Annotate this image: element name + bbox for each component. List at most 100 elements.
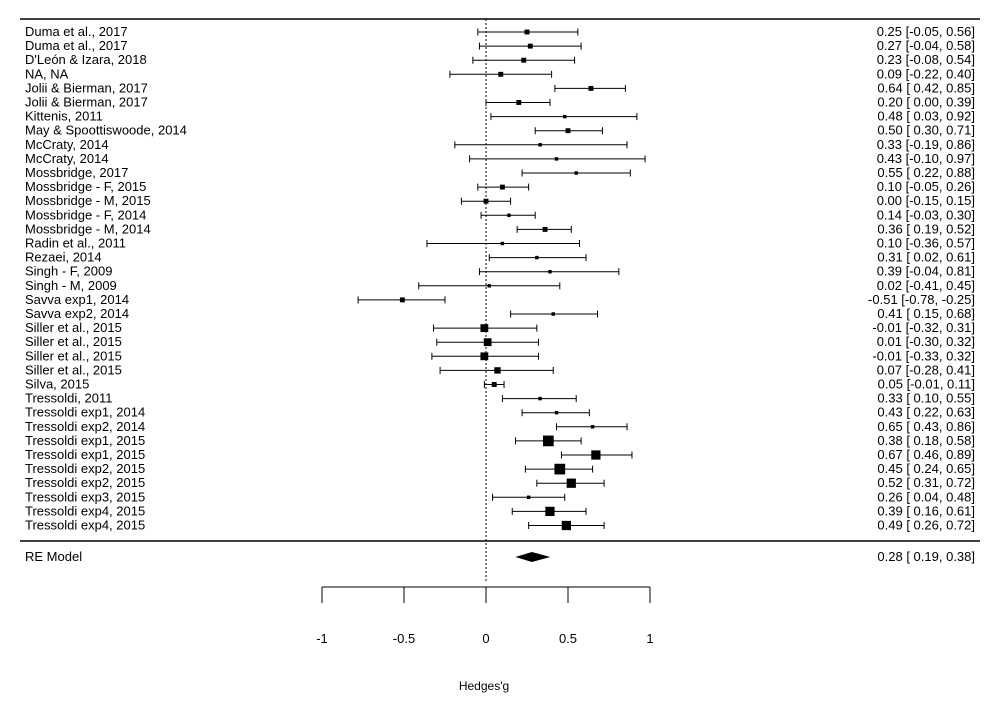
study-label: NA, NA — [25, 66, 69, 81]
effect-size-label: 0.67 [ 0.46, 0.89] — [877, 447, 975, 462]
study-label: Mossbridge - F, 2015 — [25, 179, 146, 194]
effect-size-label: 0.20 [ 0.00, 0.39] — [877, 95, 975, 110]
summary-diamond — [517, 553, 548, 562]
study-row: Mossbridge - M, 2015 0.00 [-0.15, 0.15] — [25, 193, 975, 208]
effect-size-label: 0.38 [ 0.18, 0.58] — [877, 433, 975, 448]
study-row: Tressoldi, 2011 0.33 [ 0.10, 0.55] — [25, 391, 975, 406]
study-label: Mossbridge, 2017 — [25, 165, 128, 180]
study-label: Tressoldi, 2011 — [25, 391, 112, 406]
point-estimate-square — [480, 324, 488, 332]
point-estimate-square — [500, 185, 505, 190]
point-estimate-square — [591, 425, 594, 428]
effect-size-label: 0.43 [ 0.22, 0.63] — [877, 405, 975, 420]
point-estimate-square — [545, 507, 554, 516]
study-label: Savva exp2, 2014 — [25, 306, 129, 321]
study-row: Jolii & Bierman, 2017 0.20 [ 0.00, 0.39] — [25, 95, 975, 110]
study-row: Mossbridge - M, 2014 0.36 [ 0.19, 0.52] — [25, 221, 975, 236]
study-label: Silva, 2015 — [25, 377, 89, 392]
study-row: McCraty, 2014 0.33 [-0.19, 0.86] — [25, 137, 975, 152]
point-estimate-square — [535, 256, 538, 259]
study-label: Tressoldi exp2, 2014 — [25, 419, 145, 434]
study-label: Kittenis, 2011 — [25, 109, 103, 124]
point-estimate-square — [488, 284, 491, 287]
effect-size-label: 0.10 [-0.36, 0.57] — [877, 236, 975, 251]
study-row: Mossbridge - F, 2015 0.10 [-0.05, 0.26] — [25, 179, 975, 194]
study-label: Mossbridge - M, 2014 — [25, 221, 151, 236]
study-row: Mossbridge - F, 2014 0.14 [-0.03, 0.30] — [25, 207, 975, 222]
study-label: Jolii & Bierman, 2017 — [25, 80, 148, 95]
summary-row: RE Model 0.28 [ 0.19, 0.38] — [25, 549, 975, 564]
point-estimate-square — [507, 214, 510, 217]
point-estimate-square — [538, 143, 541, 146]
effect-size-label: 0.09 [-0.22, 0.40] — [877, 66, 975, 81]
effect-size-label: 0.05 [-0.01, 0.11] — [878, 377, 975, 392]
effect-size-label: 0.39 [ 0.16, 0.61] — [877, 503, 975, 518]
point-estimate-square — [555, 157, 558, 160]
study-label: Duma et al., 2017 — [25, 38, 128, 53]
point-estimate-square — [484, 338, 492, 346]
point-estimate-square — [516, 100, 521, 105]
point-estimate-square — [538, 397, 541, 400]
x-tick-label: -1 — [316, 631, 328, 646]
study-label: McCraty, 2014 — [25, 137, 109, 152]
effect-size-label: 0.10 [-0.05, 0.26] — [877, 179, 975, 194]
study-label: D'León & Izara, 2018 — [25, 52, 147, 67]
study-label: Duma et al., 2017 — [25, 24, 128, 39]
study-label: Jolii & Bierman, 2017 — [25, 95, 148, 110]
effect-size-label: 0.55 [ 0.22, 0.88] — [877, 165, 975, 180]
point-estimate-square — [591, 450, 600, 459]
point-estimate-square — [555, 411, 558, 414]
point-estimate-square — [562, 521, 571, 530]
point-estimate-square — [528, 44, 533, 49]
effect-size-label: 0.39 [-0.04, 0.81] — [877, 264, 975, 279]
effect-size-label: 0.33 [-0.19, 0.86] — [877, 137, 975, 152]
study-label: Tressoldi exp4, 2015 — [25, 518, 145, 533]
study-label: Tressoldi exp3, 2015 — [25, 489, 145, 504]
study-row: May & Spoottiswoode, 2014 0.50 [ 0.30, 0.… — [25, 123, 975, 138]
study-label: Mossbridge - M, 2015 — [25, 193, 151, 208]
x-tick-label: 0.5 — [559, 631, 577, 646]
effect-size-label: 0.50 [ 0.30, 0.71] — [877, 123, 975, 138]
point-estimate-square — [527, 496, 530, 499]
summary-effect-label: 0.28 [ 0.19, 0.38] — [877, 549, 975, 564]
study-label: Savva exp1, 2014 — [25, 292, 129, 307]
point-estimate-square — [501, 242, 504, 245]
study-row: Singh - F, 2009 0.39 [-0.04, 0.81] — [25, 264, 975, 279]
effect-size-label: 0.52 [ 0.31, 0.72] — [877, 475, 975, 490]
study-row: Tressoldi exp2, 2015 0.52 [ 0.31, 0.72] — [25, 475, 975, 490]
x-axis-title: Hedges'g — [459, 679, 509, 693]
point-estimate-square — [400, 297, 405, 302]
study-rows: Duma et al., 2017 0.25 [-0.05, 0.56]Duma … — [25, 24, 975, 533]
study-row: Siller et al., 2015 -0.01 [-0.32, 0.31] — [25, 320, 975, 335]
effect-size-label: -0.51 [-0.78, -0.25] — [868, 292, 975, 307]
point-estimate-square — [521, 58, 526, 63]
study-row: Silva, 2015 0.05 [-0.01, 0.11] — [25, 377, 975, 392]
study-label: Radin et al., 2011 — [25, 236, 126, 251]
study-row: Tressoldi exp1, 2015 0.38 [ 0.18, 0.58] — [25, 433, 975, 448]
forest-plot: Duma et al., 2017 0.25 [-0.05, 0.56]Duma … — [0, 0, 1000, 701]
point-estimate-square — [574, 171, 577, 174]
effect-size-label: 0.33 [ 0.10, 0.55] — [877, 391, 975, 406]
effect-size-label: 0.27 [-0.04, 0.58] — [877, 38, 975, 53]
point-estimate-square — [494, 367, 500, 373]
study-label: Tressoldi exp4, 2015 — [25, 503, 145, 518]
point-estimate-square — [498, 72, 503, 77]
study-label: Siller et al., 2015 — [25, 362, 122, 377]
effect-size-label: 0.26 [ 0.04, 0.48] — [877, 489, 975, 504]
x-tick-label: -0.5 — [393, 631, 415, 646]
point-estimate-square — [525, 30, 530, 35]
study-label: Siller et al., 2015 — [25, 334, 122, 349]
effect-size-label: -0.01 [-0.32, 0.31] — [872, 320, 975, 335]
study-row: Mossbridge, 2017 0.55 [ 0.22, 0.88] — [25, 165, 975, 180]
study-row: Radin et al., 2011 0.10 [-0.36, 0.57] — [25, 236, 975, 251]
study-row: Tressoldi exp1, 2014 0.43 [ 0.22, 0.63] — [25, 405, 975, 420]
effect-size-label: 0.36 [ 0.19, 0.52] — [877, 221, 975, 236]
x-tick-label: 0 — [482, 631, 489, 646]
point-estimate-square — [554, 464, 565, 475]
effect-size-label: 0.31 [ 0.02, 0.61] — [877, 250, 975, 265]
effect-size-label: 0.43 [-0.10, 0.97] — [877, 151, 975, 166]
study-row: NA, NA 0.09 [-0.22, 0.40] — [25, 66, 975, 81]
point-estimate-square — [480, 352, 488, 360]
study-row: Tressoldi exp2, 2015 0.45 [ 0.24, 0.65] — [25, 461, 975, 476]
study-row: Duma et al., 2017 0.25 [-0.05, 0.56] — [25, 24, 975, 39]
